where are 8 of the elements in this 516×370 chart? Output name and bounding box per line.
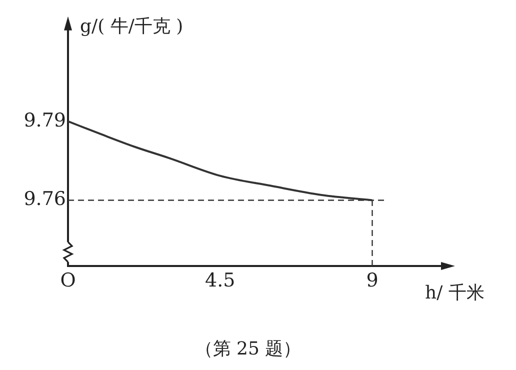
x-axis-title: h/ 千米 — [425, 282, 484, 304]
y-axis-title: g/( 牛/千克 ) — [80, 16, 184, 38]
text: （第 25 题） — [194, 338, 302, 360]
x-tick-label: 4.5 — [205, 269, 236, 292]
x-tick-label: O — [60, 269, 76, 292]
y-tick-label: 9.76 — [24, 188, 66, 210]
x-tick-label: 9 — [366, 269, 378, 292]
y-tick-label: 9.79 — [24, 109, 66, 132]
